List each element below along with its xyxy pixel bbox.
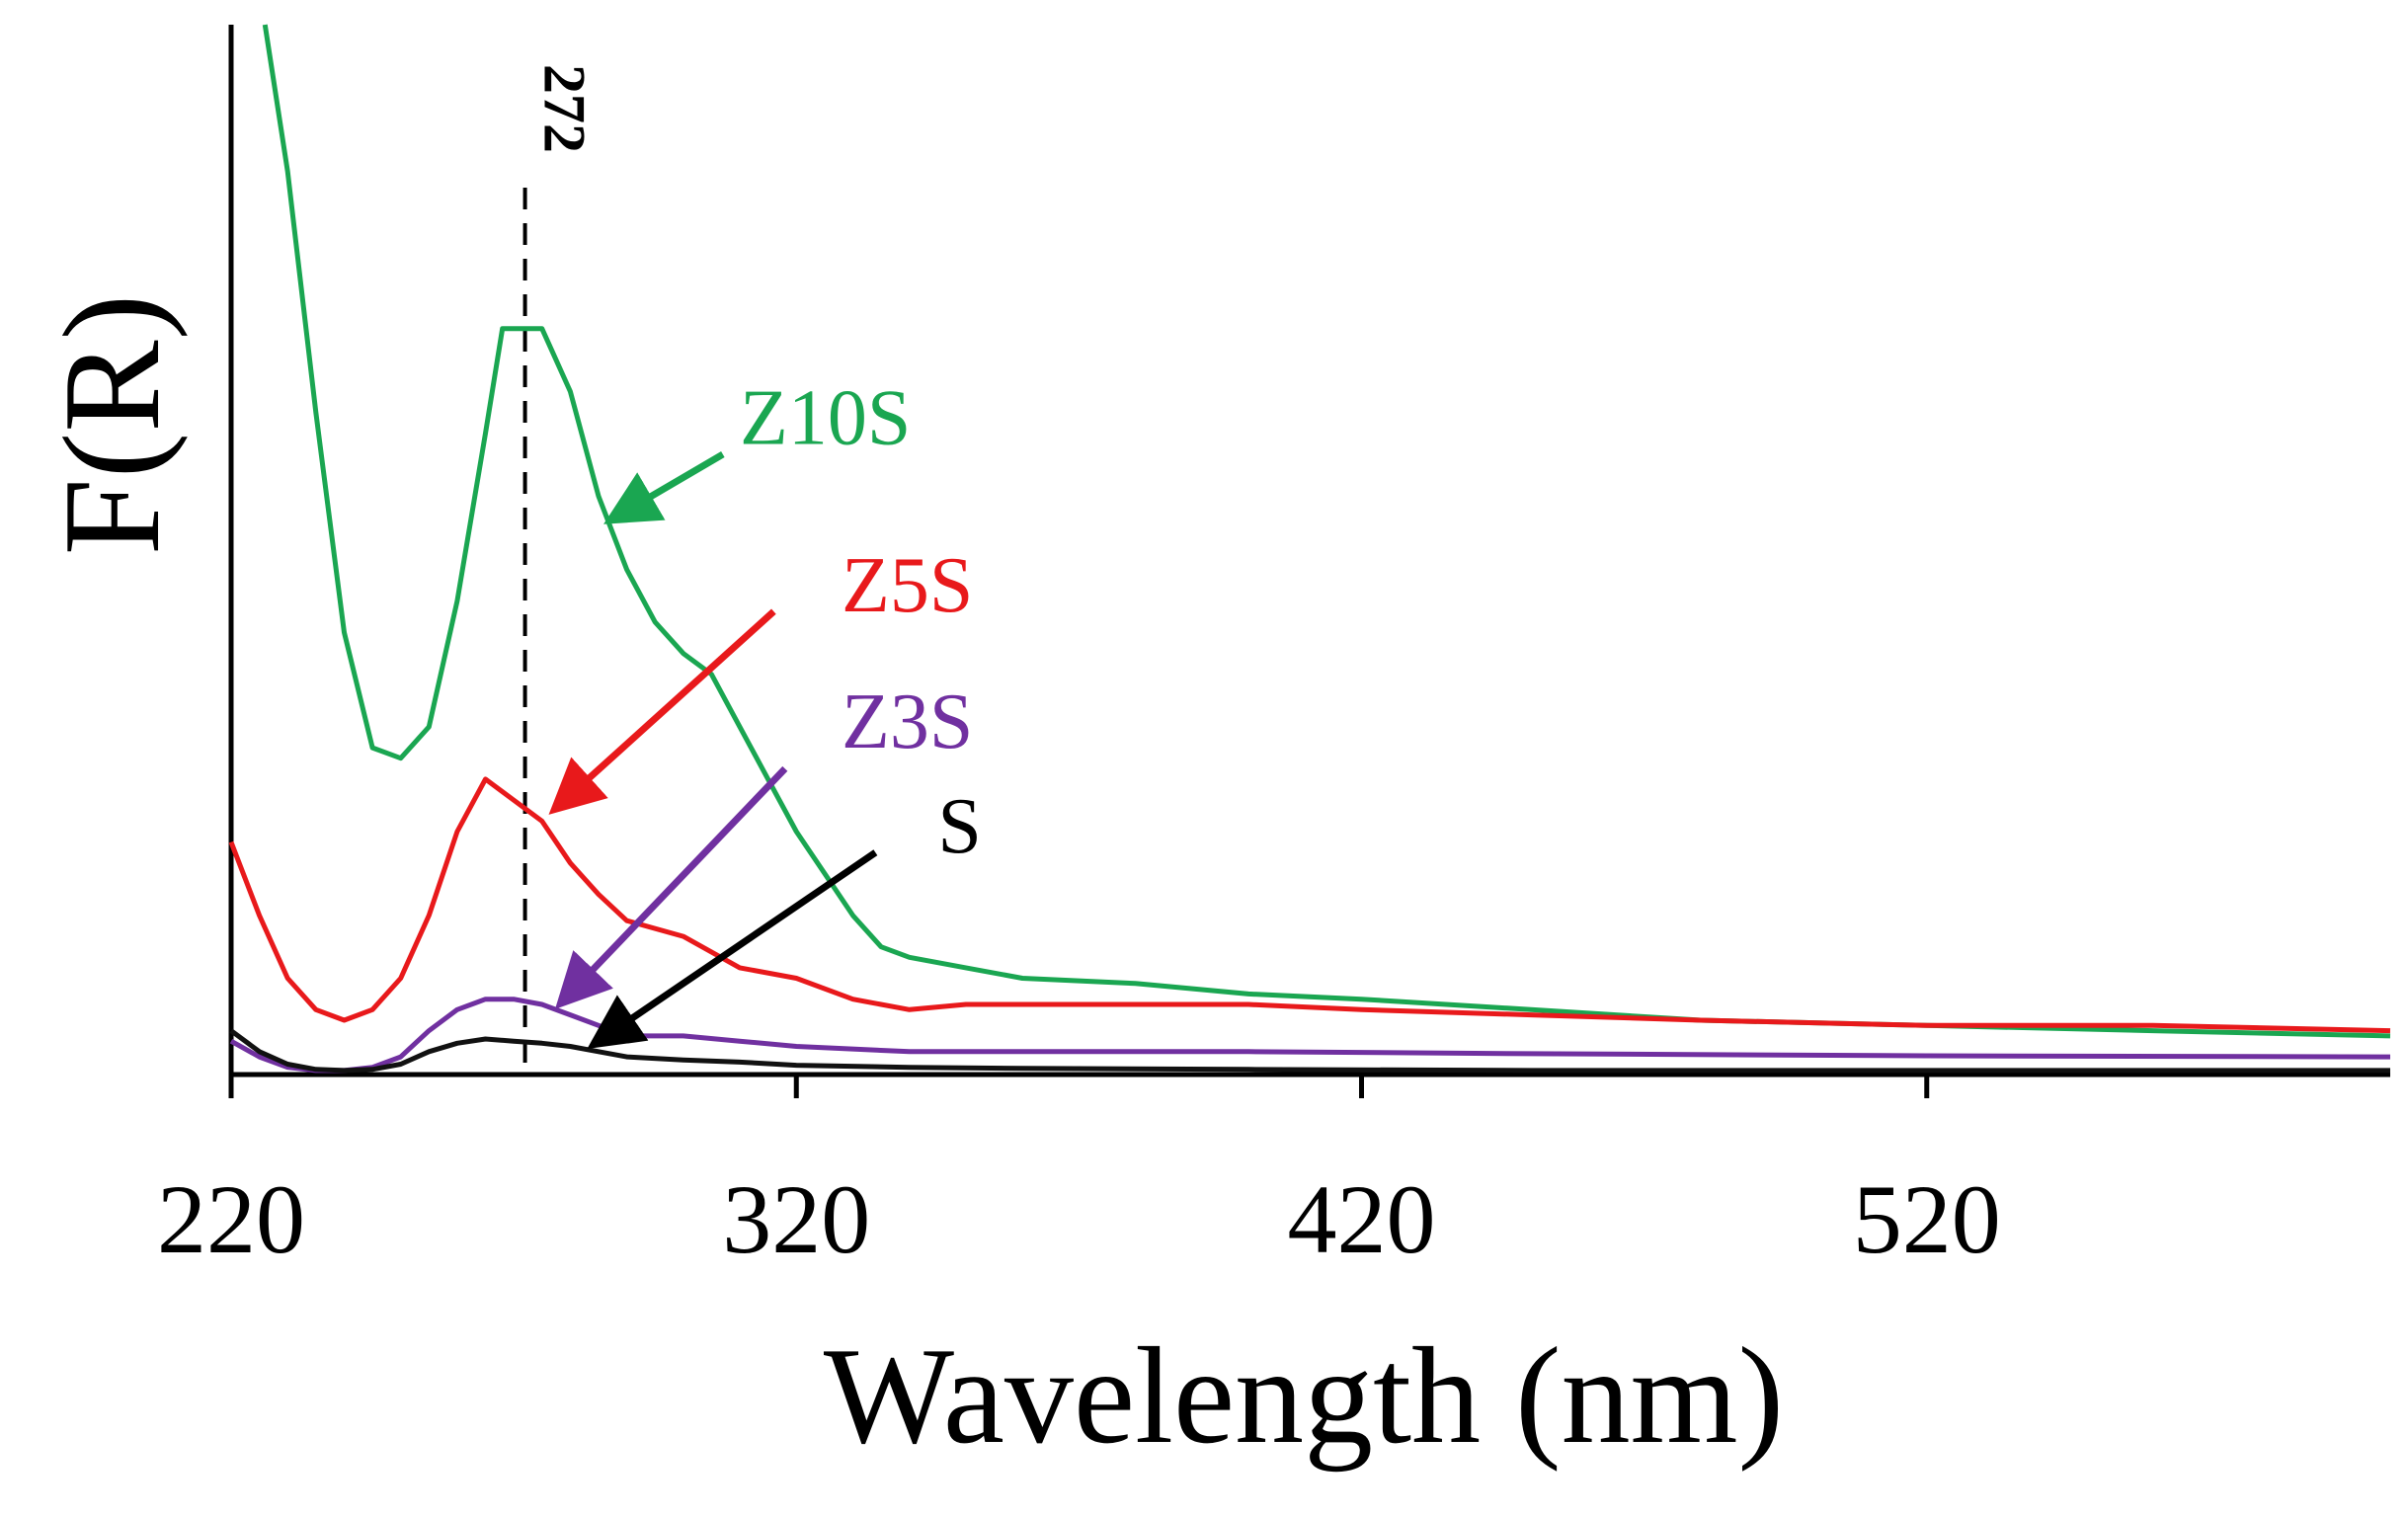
x-ticks: 220 320 420 520 xyxy=(157,1075,2001,1274)
x-tick-label-320: 320 xyxy=(722,1164,870,1274)
arrow-z5s xyxy=(548,608,776,815)
series-label-z10s: Z10S xyxy=(740,374,911,461)
x-axis-title: Wavelength (nm) xyxy=(824,1319,1784,1473)
series-labels: Z10S Z5S Z3S S xyxy=(548,374,982,1050)
series-label-z5s: Z5S xyxy=(842,542,973,629)
arrow-s xyxy=(587,849,878,1050)
peak-272-label: 272 xyxy=(532,64,598,153)
x-tick-label-220: 220 xyxy=(157,1164,305,1274)
x-tick-label-420: 420 xyxy=(1288,1164,1436,1274)
y-axis-title: F(R) xyxy=(36,294,189,555)
series-line-z5s xyxy=(228,776,2391,1034)
series-line-s xyxy=(229,1028,2390,1074)
arrow-z10s xyxy=(603,450,725,524)
x-tick-label-520: 520 xyxy=(1853,1164,2001,1274)
series-line-z10s xyxy=(262,24,2391,1039)
series-lines xyxy=(228,24,2391,1074)
series-label-s: S xyxy=(937,783,982,870)
series-line-z3s xyxy=(229,997,2391,1074)
arrow-z3s xyxy=(554,765,788,1009)
series-label-z3s: Z3S xyxy=(842,679,973,765)
